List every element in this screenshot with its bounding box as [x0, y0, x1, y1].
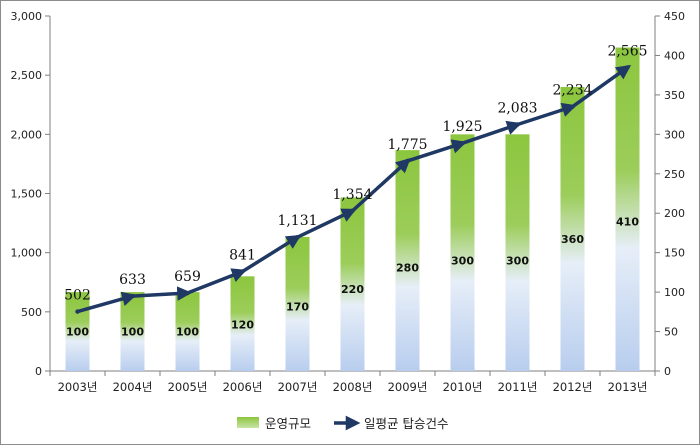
x-axis-tick-label: 2005년 [168, 380, 208, 394]
left-axis-tick-label: 2,000 [11, 128, 43, 141]
bar [230, 276, 255, 371]
x-axis-tick-label: 2011년 [498, 380, 538, 394]
x-axis-tick-label: 2007년 [278, 380, 318, 394]
line-point [185, 290, 190, 296]
left-axis-tick-label: 1,000 [11, 247, 43, 260]
bar-value-label: 100 [121, 326, 144, 339]
line-segment [241, 234, 302, 273]
bar [505, 134, 530, 371]
line-segment [461, 120, 522, 145]
line-point [240, 269, 245, 274]
legend-label-line: 일평균 탑승건수 [364, 416, 448, 431]
bar-value-label: 100 [66, 326, 89, 339]
bar [395, 150, 420, 371]
right-axis-tick-label: 200 [664, 207, 685, 220]
line-value-label: 1,354 [332, 187, 372, 203]
line-point [570, 104, 575, 109]
line-value-label: 659 [174, 269, 201, 285]
x-axis-tick-label: 2013년 [608, 380, 648, 394]
line-point [295, 234, 300, 240]
right-axis-tick-label: 150 [664, 247, 685, 260]
bar-value-label: 220 [341, 283, 364, 296]
bar-value-label: 300 [506, 255, 529, 268]
x-axis-tick-label: 2003년 [58, 380, 98, 394]
right-axis-tick-label: 450 [664, 10, 685, 23]
bar [340, 197, 365, 371]
left-axis-tick-label: 3,000 [11, 10, 43, 23]
line-value-label: 633 [119, 272, 146, 288]
line-point [515, 122, 520, 127]
legend-swatch-bars [237, 417, 259, 428]
bar [560, 87, 585, 371]
line-segment [296, 208, 357, 239]
bar [65, 292, 90, 371]
line-segment [516, 102, 577, 127]
bar-value-label: 170 [286, 301, 309, 314]
right-axis-tick-label: 400 [664, 49, 685, 62]
bar [175, 292, 200, 371]
line-point [130, 293, 135, 299]
legend-label-bars: 운영규모 [265, 416, 311, 431]
bar-value-label: 280 [396, 262, 419, 275]
bar [285, 236, 310, 371]
right-axis-tick-label: 250 [664, 168, 685, 181]
line-value-label: 1,925 [442, 119, 482, 135]
line-value-label: 1,131 [277, 213, 317, 229]
x-axis-tick-label: 2008년 [333, 380, 373, 394]
bar-value-label: 100 [176, 326, 199, 339]
line-segment [571, 64, 632, 109]
line-point [75, 309, 80, 314]
line-point [460, 141, 465, 146]
line-segment [77, 291, 137, 314]
right-axis-tick-label: 50 [664, 326, 678, 339]
line-value-label: 2,565 [607, 43, 647, 59]
right-axis-tick-label: 100 [664, 286, 685, 299]
x-axis-tick-label: 2004년 [113, 380, 153, 394]
x-axis-tick-label: 2006년 [223, 380, 263, 394]
left-axis-tick-label: 2,500 [11, 69, 43, 82]
line-value-label: 1,775 [387, 137, 427, 153]
left-axis-tick-label: 500 [21, 306, 42, 319]
line-value-label: 2,234 [552, 83, 592, 99]
right-axis-tick-label: 0 [664, 365, 671, 378]
bar [615, 47, 640, 372]
bar-value-label: 410 [616, 215, 639, 228]
bar [450, 134, 475, 371]
right-axis-tick-label: 300 [664, 128, 685, 141]
bar-value-label: 120 [231, 318, 254, 331]
line-point [350, 208, 355, 213]
line-point [625, 65, 630, 70]
line-value-label: 502 [64, 288, 91, 304]
left-axis-tick-label: 1,500 [11, 188, 43, 201]
bar-value-label: 300 [451, 255, 474, 268]
x-axis-tick-label: 2012년 [553, 380, 593, 394]
line-value-label: 2,083 [497, 101, 537, 117]
line-point [405, 158, 410, 164]
line-segment [132, 286, 192, 301]
right-axis-tick-label: 350 [664, 89, 685, 102]
line-segment [406, 139, 467, 163]
bar-value-label: 360 [561, 233, 584, 246]
line-segment [351, 157, 411, 213]
line-segment [186, 268, 247, 295]
line-value-label: 841 [229, 247, 256, 263]
x-axis-tick-label: 2009년 [388, 380, 428, 394]
x-axis-tick-label: 2010년 [443, 380, 483, 394]
left-axis-tick-label: 0 [35, 365, 42, 378]
